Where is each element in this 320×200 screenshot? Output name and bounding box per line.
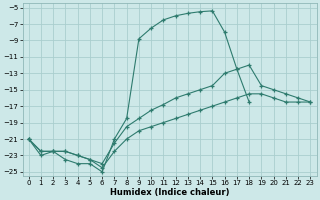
X-axis label: Humidex (Indice chaleur): Humidex (Indice chaleur) xyxy=(110,188,229,197)
